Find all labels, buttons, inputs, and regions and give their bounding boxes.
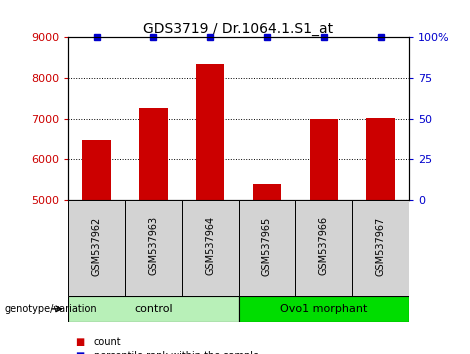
- Bar: [253, 184, 281, 200]
- Text: percentile rank within the sample: percentile rank within the sample: [94, 351, 259, 354]
- Text: genotype/variation: genotype/variation: [5, 304, 97, 314]
- Text: Ovo1 morphant: Ovo1 morphant: [280, 304, 368, 314]
- Bar: [238, 200, 295, 296]
- Text: ■: ■: [75, 351, 85, 354]
- Text: GSM537967: GSM537967: [376, 216, 385, 275]
- Bar: [196, 64, 224, 200]
- Bar: [68, 200, 125, 296]
- Text: GSM537962: GSM537962: [92, 216, 102, 275]
- Text: GSM537966: GSM537966: [319, 216, 329, 275]
- Bar: [125, 200, 182, 296]
- Bar: [68, 296, 238, 322]
- Text: count: count: [94, 337, 122, 347]
- Bar: [295, 200, 352, 296]
- Text: GSM537965: GSM537965: [262, 216, 272, 275]
- Text: GSM537963: GSM537963: [149, 216, 158, 275]
- Text: ■: ■: [75, 337, 85, 347]
- Bar: [82, 140, 111, 200]
- Text: GSM537964: GSM537964: [205, 216, 215, 275]
- Text: control: control: [134, 304, 172, 314]
- Bar: [352, 200, 409, 296]
- Bar: [182, 200, 238, 296]
- Bar: [238, 296, 409, 322]
- Bar: [366, 118, 395, 200]
- Bar: [310, 119, 338, 200]
- Title: GDS3719 / Dr.1064.1.S1_at: GDS3719 / Dr.1064.1.S1_at: [143, 22, 334, 36]
- Bar: [139, 108, 167, 200]
